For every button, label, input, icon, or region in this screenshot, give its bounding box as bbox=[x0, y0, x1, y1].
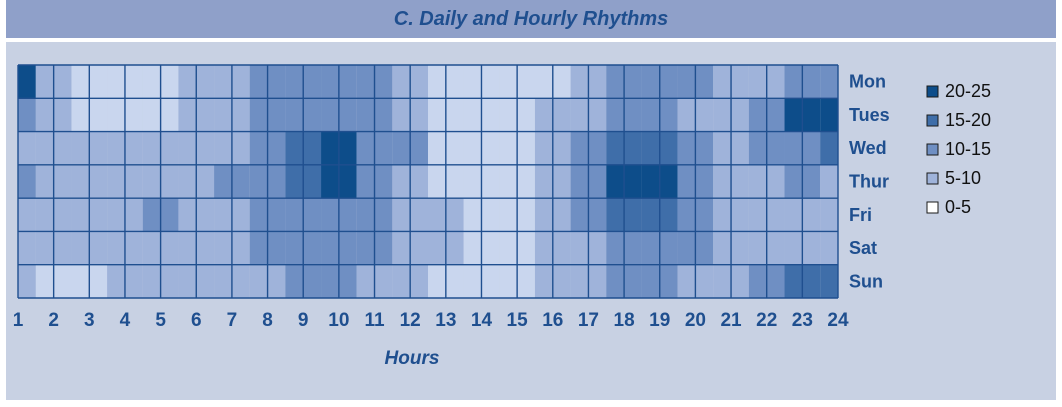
x-tick-24: 24 bbox=[827, 310, 849, 331]
legend-swatch-1 bbox=[926, 114, 939, 127]
x-tick-labels: 1 2 3 4 5 6 7 8 9 10 11 12 13 14 15 16 17 18 19 20 21 22 23 24 bbox=[13, 310, 849, 331]
legend-label-2: 10-15 bbox=[945, 139, 991, 159]
x-tick-15: 15 bbox=[507, 310, 529, 331]
x-tick-3: 3 bbox=[84, 310, 95, 331]
heat-cell-sat-24 bbox=[820, 231, 838, 265]
x-tick-2: 2 bbox=[48, 310, 59, 331]
heatmap-cells bbox=[18, 65, 838, 298]
legend-swatch-2 bbox=[926, 143, 939, 156]
x-tick-8: 8 bbox=[262, 310, 273, 331]
heat-cell-sat-1 bbox=[18, 231, 36, 265]
day-label-sat: Sat bbox=[849, 238, 877, 258]
x-tick-13: 13 bbox=[435, 310, 456, 331]
chart-title: C. Daily and Hourly Rhythms bbox=[393, 8, 669, 30]
legend-label-0: 20-25 bbox=[945, 81, 991, 101]
x-tick-14: 14 bbox=[471, 310, 493, 331]
day-label-sun: Sun bbox=[849, 271, 883, 291]
legend-label-1: 15-20 bbox=[945, 110, 991, 130]
day-label-wed: Wed bbox=[849, 138, 887, 158]
heat-cell-tues-24 bbox=[820, 98, 838, 132]
x-tick-11: 11 bbox=[364, 310, 385, 331]
heat-cell-tues-1 bbox=[18, 98, 36, 132]
legend-swatch-3 bbox=[926, 172, 939, 185]
heat-cell-fri-1 bbox=[18, 198, 36, 232]
heat-cell-sun-1 bbox=[18, 264, 36, 298]
x-tick-5: 5 bbox=[155, 310, 166, 331]
x-tick-17: 17 bbox=[578, 310, 599, 331]
legend-swatch-4 bbox=[926, 201, 939, 214]
grid-lines bbox=[17, 64, 839, 299]
x-tick-19: 19 bbox=[649, 310, 670, 331]
title-bar: C. Daily and Hourly Rhythms bbox=[6, 0, 1056, 38]
x-tick-22: 22 bbox=[756, 310, 777, 331]
x-tick-23: 23 bbox=[792, 310, 813, 331]
heat-cell-wed-24 bbox=[820, 131, 838, 165]
heatmap-chart: 1 2 3 4 5 6 7 8 9 10 11 12 13 14 15 16 17 18 19 20 21 22 23 24 … bbox=[13, 64, 991, 369]
heat-cell-fri-24 bbox=[820, 198, 838, 232]
heat-cell-mon-1 bbox=[18, 65, 36, 99]
day-label-fri: Fri bbox=[849, 205, 872, 225]
heat-cell-wed-1 bbox=[18, 131, 36, 165]
heat-cell-thur-1 bbox=[18, 164, 36, 199]
heat-cell-sun-24 bbox=[820, 264, 838, 298]
day-label-tues: Tues bbox=[849, 105, 890, 125]
day-label-thur: Thur bbox=[849, 172, 889, 192]
legend: 20-25 15-20 10-15 5-10 0-5 bbox=[926, 81, 991, 217]
x-tick-10: 10 bbox=[328, 310, 349, 331]
x-tick-20: 20 bbox=[685, 310, 706, 331]
x-tick-4: 4 bbox=[120, 310, 131, 331]
x-tick-21: 21 bbox=[720, 310, 742, 331]
legend-swatch-0 bbox=[926, 85, 939, 98]
heat-cell-thur-24 bbox=[820, 164, 838, 199]
x-tick-9: 9 bbox=[298, 310, 309, 331]
day-labels: Mon Tues Wed Thur Fri Sat Sun bbox=[849, 72, 890, 292]
legend-label-4: 0-5 bbox=[945, 197, 971, 217]
x-tick-1: 1 bbox=[13, 310, 24, 331]
x-tick-12: 12 bbox=[400, 310, 421, 331]
legend-label-3: 5-10 bbox=[945, 168, 981, 188]
title-separator bbox=[6, 38, 1056, 42]
x-tick-16: 16 bbox=[542, 310, 563, 331]
day-label-mon: Mon bbox=[849, 72, 886, 92]
x-tick-18: 18 bbox=[614, 310, 635, 331]
chart-panel: C. Daily and Hourly Rhythms 1 2 3 4 5 6 7 8 9 10 1… bbox=[6, 0, 1056, 400]
x-tick-6: 6 bbox=[191, 310, 202, 331]
x-axis-label: Hours bbox=[385, 348, 440, 369]
x-tick-7: 7 bbox=[227, 310, 238, 331]
heat-cell-mon-24 bbox=[820, 65, 838, 99]
